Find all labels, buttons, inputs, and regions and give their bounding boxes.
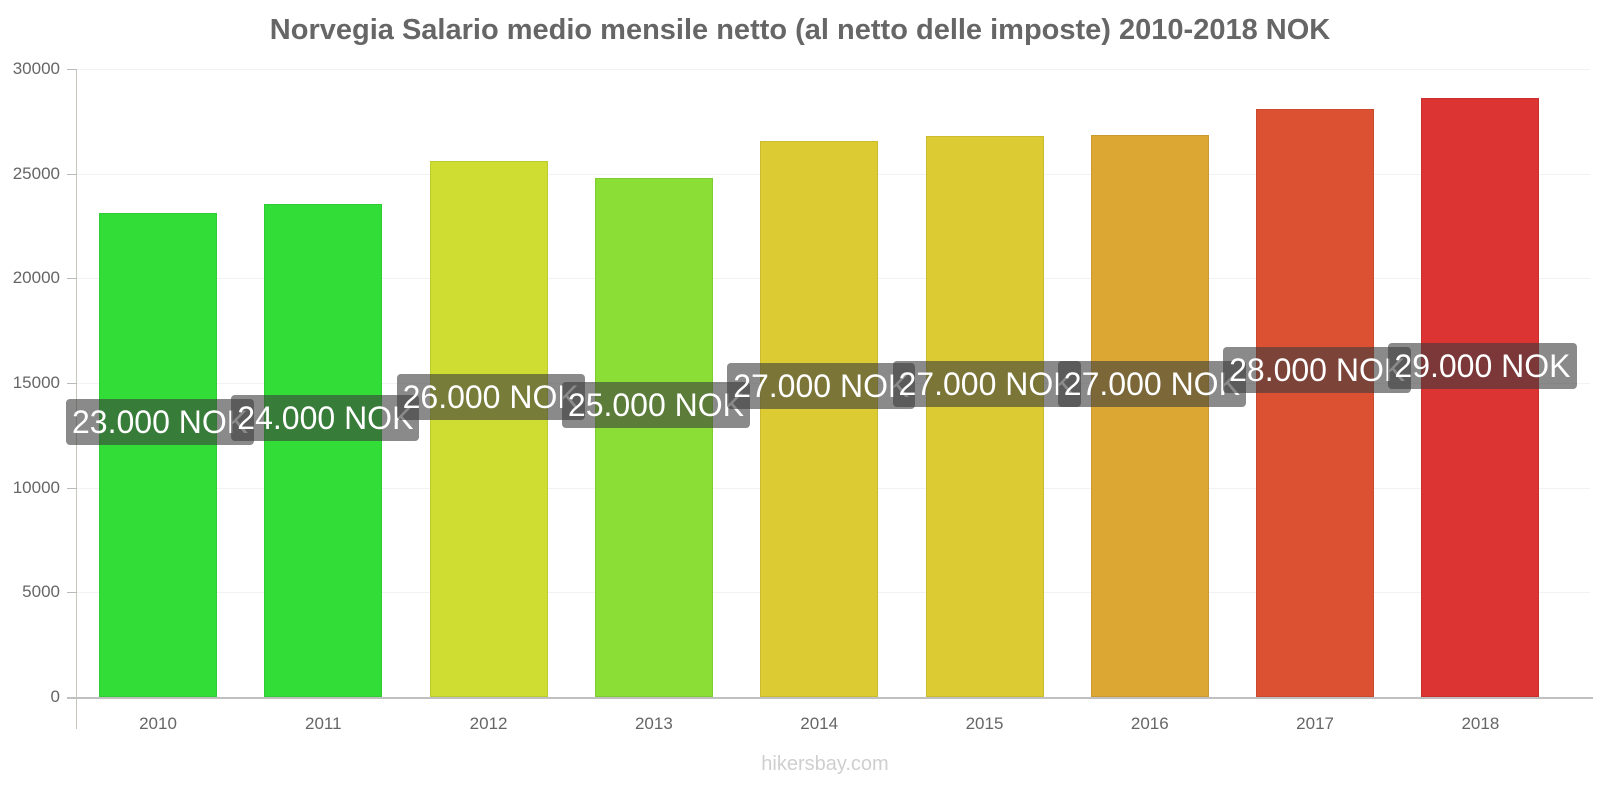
data-label: 25.000 NOK bbox=[561, 382, 750, 428]
y-tick-label: 20000 bbox=[12, 268, 60, 288]
bar-2018 bbox=[1421, 97, 1540, 697]
y-tick-label: 0 bbox=[50, 687, 60, 706]
source-watermark: hikersbay.com bbox=[761, 753, 889, 775]
x-tick-label: 2014 bbox=[800, 714, 839, 733]
data-label: 27.000 NOK bbox=[892, 361, 1081, 407]
y-tick-mark bbox=[67, 173, 77, 175]
data-label: 26.000 NOK bbox=[396, 374, 585, 420]
y-tick-mark bbox=[67, 278, 77, 280]
x-tick-label: 2017 bbox=[1296, 714, 1334, 733]
y-tick-mark bbox=[67, 383, 77, 384]
y-tick-label: 5000 bbox=[22, 582, 60, 602]
x-tick-label: 2018 bbox=[1461, 714, 1500, 733]
y-tick-label: 15000 bbox=[12, 373, 60, 392]
bar-2012 bbox=[429, 161, 548, 697]
data-label: 28.000 NOK bbox=[1223, 347, 1412, 393]
data-label: 27.000 NOK bbox=[1057, 361, 1246, 407]
bar-2017 bbox=[1256, 108, 1375, 697]
bar-2010 bbox=[99, 212, 217, 697]
bar-2016 bbox=[1090, 134, 1209, 697]
bar-2015 bbox=[925, 135, 1044, 697]
bar-2011 bbox=[264, 203, 383, 697]
y-tick-mark bbox=[67, 69, 77, 70]
bar-2014 bbox=[760, 141, 879, 697]
gridline bbox=[77, 69, 1590, 70]
x-tick-label: 2012 bbox=[469, 714, 508, 733]
x-tick-label: 2013 bbox=[634, 714, 673, 733]
data-label: 23.000 NOK bbox=[66, 399, 255, 445]
data-label: 27.000 NOK bbox=[727, 363, 916, 409]
x-tick-label: 2016 bbox=[1130, 714, 1169, 733]
y-tick-label: 10000 bbox=[12, 477, 60, 497]
data-label: 24.000 NOK bbox=[231, 395, 420, 441]
x-tick-label: 2010 bbox=[139, 714, 177, 733]
y-tick-mark bbox=[67, 592, 77, 594]
x-tick-label: 2015 bbox=[965, 714, 1004, 733]
y-tick-label: 30000 bbox=[12, 59, 60, 78]
y-tick-label: 25000 bbox=[12, 163, 60, 183]
x-axis bbox=[67, 697, 1593, 699]
data-label: 29.000 NOK bbox=[1388, 343, 1577, 389]
y-tick-mark bbox=[67, 487, 77, 489]
chart-title: Norvegia Salario medio mensile netto (al… bbox=[269, 14, 1331, 46]
bar-2013 bbox=[594, 178, 713, 697]
x-tick-label: 2011 bbox=[305, 714, 342, 733]
